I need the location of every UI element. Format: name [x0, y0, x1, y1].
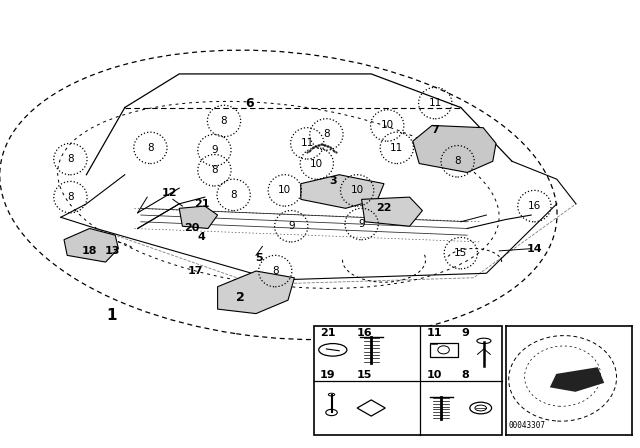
Text: 5: 5: [255, 253, 263, 263]
Text: 10: 10: [310, 159, 323, 168]
Text: 16: 16: [357, 328, 372, 338]
Text: 17: 17: [188, 266, 203, 276]
Text: 15: 15: [454, 248, 467, 258]
Text: 10: 10: [426, 370, 442, 380]
Text: 19: 19: [320, 370, 335, 380]
Text: 8: 8: [67, 192, 74, 202]
FancyBboxPatch shape: [314, 326, 502, 435]
Text: 8: 8: [323, 129, 330, 139]
Text: 8: 8: [454, 156, 461, 166]
Text: 18: 18: [82, 246, 97, 256]
Text: 10: 10: [351, 185, 364, 195]
Text: 8: 8: [461, 370, 469, 380]
Polygon shape: [362, 197, 422, 226]
Polygon shape: [179, 206, 218, 228]
Text: 8: 8: [67, 154, 74, 164]
Text: 13: 13: [104, 246, 120, 256]
Text: 21: 21: [194, 199, 209, 209]
Text: 8: 8: [147, 143, 154, 153]
Text: 12: 12: [162, 188, 177, 198]
Text: 20: 20: [184, 224, 200, 233]
Text: 8: 8: [230, 190, 237, 200]
Text: 8: 8: [272, 266, 278, 276]
Text: 2: 2: [236, 291, 244, 305]
Text: 10: 10: [381, 121, 394, 130]
Text: 4: 4: [198, 233, 205, 242]
Text: 11: 11: [429, 98, 442, 108]
Text: 6: 6: [245, 96, 254, 110]
Text: 9: 9: [358, 219, 365, 229]
Polygon shape: [218, 271, 294, 314]
Text: 11: 11: [390, 143, 403, 153]
Polygon shape: [301, 175, 384, 208]
Text: 9: 9: [288, 221, 294, 231]
Text: 15: 15: [357, 370, 372, 380]
Text: 14: 14: [527, 244, 542, 254]
Text: 8: 8: [221, 116, 227, 126]
Text: 22: 22: [376, 203, 392, 213]
Text: 9: 9: [211, 145, 218, 155]
Polygon shape: [550, 367, 604, 392]
Text: 1: 1: [107, 308, 117, 323]
Polygon shape: [413, 125, 496, 172]
Text: 3: 3: [329, 177, 337, 186]
Text: 10: 10: [278, 185, 291, 195]
Text: 9: 9: [461, 328, 469, 338]
Text: 11: 11: [301, 138, 314, 148]
Text: 7: 7: [431, 125, 439, 135]
Text: 8: 8: [211, 165, 218, 175]
Text: 16: 16: [528, 201, 541, 211]
Text: 00043307: 00043307: [509, 421, 546, 430]
Text: 11: 11: [426, 328, 442, 338]
Polygon shape: [64, 228, 118, 262]
Text: 21: 21: [320, 328, 335, 338]
